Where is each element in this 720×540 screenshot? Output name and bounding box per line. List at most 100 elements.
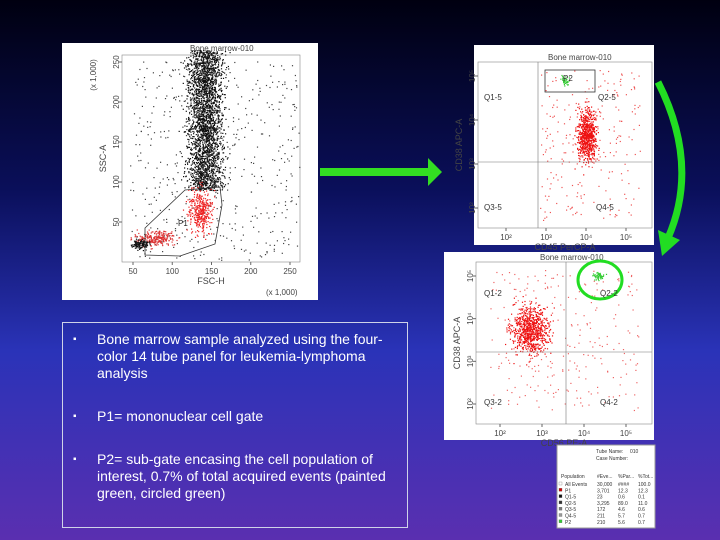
event-dot [190, 209, 192, 211]
event-dot [212, 54, 214, 57]
event-dot [218, 170, 220, 173]
event-dot [195, 115, 197, 117]
event-dot [593, 150, 595, 152]
event-dot [208, 148, 210, 150]
event-dot [199, 78, 201, 80]
event-dot [196, 224, 198, 226]
event-dot [158, 193, 160, 195]
event-dot [220, 144, 222, 146]
event-dot [203, 66, 205, 68]
event-dot [535, 330, 537, 332]
event-dot [146, 237, 148, 239]
event-dot [206, 146, 208, 148]
event-dot [580, 195, 582, 197]
event-dot [221, 182, 223, 184]
event-dot [546, 113, 548, 115]
event-dot [546, 319, 548, 322]
event-dot [199, 129, 201, 131]
event-dot [199, 222, 201, 224]
event-dot [549, 115, 551, 117]
event-dot [202, 124, 204, 126]
event-dot [214, 99, 216, 101]
event-dot [206, 78, 208, 80]
event-dot [199, 143, 201, 145]
event-dot [206, 90, 208, 92]
event-dot [590, 158, 592, 160]
event-dot [212, 106, 214, 108]
event-dot [205, 217, 207, 220]
event-dot [198, 122, 200, 124]
event-dot [213, 149, 215, 151]
event-dot [171, 193, 174, 195]
event-dot [205, 205, 207, 207]
event-dot [214, 139, 216, 141]
event-dot [159, 209, 161, 211]
event-dot [218, 69, 221, 71]
event-dot [586, 101, 588, 103]
event-dot [202, 53, 204, 55]
event-dot [180, 152, 182, 154]
event-dot [206, 168, 208, 170]
event-dot [262, 179, 264, 182]
event-dot [210, 115, 212, 117]
event-dot [210, 204, 212, 206]
event-dot [201, 115, 203, 117]
event-dot [541, 74, 543, 76]
event-dot [209, 111, 212, 113]
event-dot [588, 128, 590, 130]
event-dot [170, 232, 172, 234]
event-dot [215, 110, 217, 112]
event-dot [213, 82, 215, 85]
y-tick-label: 100 [112, 175, 121, 189]
event-dot [541, 335, 543, 337]
event-dot [208, 105, 210, 107]
y-axis-label: CD38 APC-A [452, 317, 462, 370]
event-dot [220, 87, 222, 89]
event-dot [283, 242, 285, 245]
event-dot [583, 135, 585, 137]
event-dot [288, 160, 290, 162]
event-dot [276, 240, 278, 242]
event-dot [193, 61, 195, 64]
event-dot [220, 135, 222, 137]
event-dot [210, 53, 213, 55]
event-dot [582, 143, 584, 145]
event-dot [605, 190, 607, 192]
event-dot [217, 75, 219, 77]
event-dot [143, 81, 145, 83]
event-dot [200, 126, 202, 128]
event-dot [205, 73, 207, 75]
event-dot [214, 71, 216, 73]
event-dot [214, 161, 216, 163]
event-dot [208, 233, 210, 235]
event-dot [204, 147, 206, 149]
event-dot [189, 93, 191, 95]
event-dot [196, 205, 198, 207]
event-dot [213, 131, 215, 134]
event-dot [588, 114, 590, 116]
event-dot [207, 120, 209, 122]
event-dot [204, 176, 206, 178]
event-dot [199, 215, 201, 217]
event-dot [585, 111, 587, 114]
event-dot [192, 216, 194, 218]
event-dot [227, 126, 230, 128]
x-tick-label: 200 [244, 267, 258, 276]
event-dot [201, 216, 203, 218]
event-dot [190, 89, 192, 91]
event-dot [213, 58, 215, 60]
event-dot [199, 53, 201, 55]
event-dot [213, 138, 215, 140]
event-dot [219, 183, 222, 185]
event-dot [213, 102, 215, 104]
event-dot [194, 142, 196, 144]
event-dot [200, 179, 202, 181]
event-dot [188, 178, 191, 180]
event-dot [216, 76, 218, 78]
event-dot [146, 121, 149, 123]
event-dot [524, 309, 526, 311]
event-dot [209, 189, 211, 191]
event-dot [593, 139, 595, 141]
event-dot [206, 64, 208, 66]
event-dot [199, 204, 201, 206]
